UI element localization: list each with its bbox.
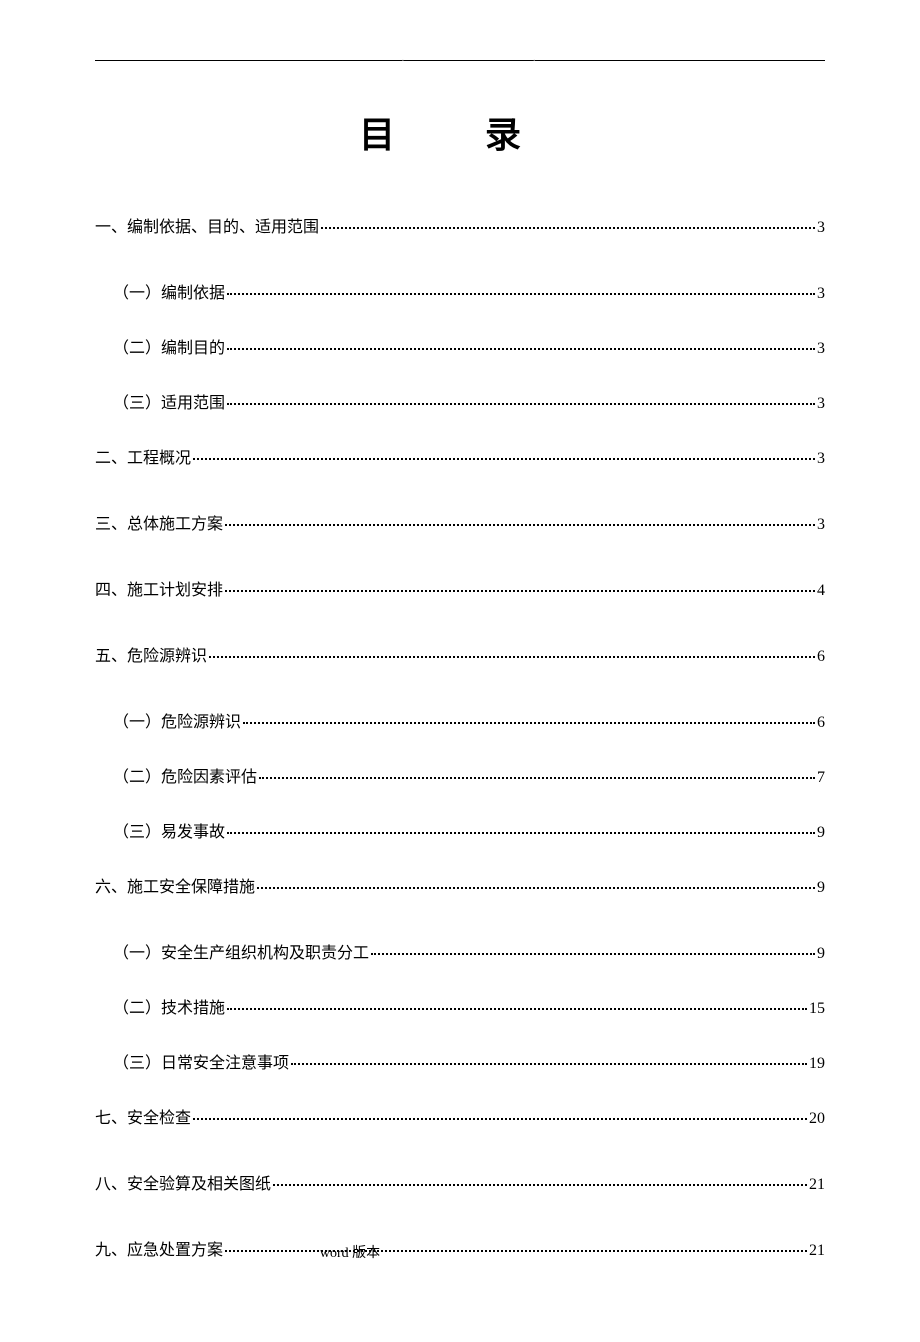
toc-entry: （三）易发事故 9 [95, 818, 825, 842]
toc-leader-dots [193, 458, 815, 460]
toc-label: （二）编制目的 [113, 334, 225, 358]
toc-leader-dots [227, 348, 815, 350]
toc-page-number: 9 [817, 945, 825, 963]
toc-leader-dots [193, 1118, 807, 1120]
toc-label: 六、施工安全保障措施 [95, 873, 255, 897]
toc-leader-dots [321, 227, 815, 229]
page-title: 目 录 [95, 106, 825, 158]
toc-entry: （二）技术措施 15 [95, 994, 825, 1018]
toc-label: （一）编制依据 [113, 279, 225, 303]
toc-label: 二、工程概况 [95, 444, 191, 468]
toc-page-number: 9 [817, 879, 825, 897]
toc-leader-dots [257, 887, 815, 889]
toc-label: （二）危险因素评估 [113, 763, 257, 787]
toc-leader-dots [225, 524, 815, 526]
table-of-contents: 一、编制依据、目的、适用范围3（一）编制依据3（二）编制目的3（三）适用范围3二… [95, 213, 825, 1260]
toc-leader-dots [209, 656, 815, 658]
document-page: 目 录 一、编制依据、目的、适用范围3（一）编制依据3（二）编制目的3（三）适用… [0, 0, 920, 1342]
toc-leader-dots [243, 722, 815, 724]
header-rule [95, 60, 825, 61]
toc-page-number: 3 [817, 516, 825, 534]
toc-label: 五、危险源辨识 [95, 642, 207, 666]
toc-entry: （三）日常安全注意事项 19 [95, 1049, 825, 1073]
toc-leader-dots [259, 777, 815, 779]
toc-leader-dots [273, 1184, 807, 1186]
toc-entry: 五、危险源辨识 6 [95, 642, 825, 666]
toc-page-number: 3 [817, 285, 825, 303]
toc-page-number: 4 [817, 582, 825, 600]
toc-leader-dots [291, 1063, 807, 1065]
toc-page-number: 15 [809, 1000, 825, 1018]
toc-page-number: 7 [817, 769, 825, 787]
toc-page-number: 3 [817, 450, 825, 468]
toc-label: （一）安全生产组织机构及职责分工 [113, 939, 369, 963]
toc-label: 一、编制依据、目的、适用范围 [95, 213, 319, 237]
toc-page-number: 20 [809, 1110, 825, 1128]
toc-leader-dots [227, 1008, 807, 1010]
toc-entry: 三、总体施工方案 3 [95, 510, 825, 534]
toc-entry: （三）适用范围 3 [95, 389, 825, 413]
toc-page-number: 19 [809, 1055, 825, 1073]
footer-text: word 版本 [320, 1246, 600, 1261]
toc-leader-dots [371, 953, 815, 955]
toc-label: 七、安全检查 [95, 1104, 191, 1128]
toc-page-number: 3 [817, 340, 825, 358]
toc-leader-dots [227, 293, 815, 295]
toc-entry: （一）安全生产组织机构及职责分工 9 [95, 939, 825, 963]
toc-page-number: 9 [817, 824, 825, 842]
toc-leader-dots [227, 832, 815, 834]
toc-page-number: 21 [809, 1176, 825, 1194]
toc-entry: （二）编制目的 3 [95, 334, 825, 358]
toc-label: （一）危险源辨识 [113, 708, 241, 732]
toc-entry: 二、工程概况 3 [95, 444, 825, 468]
toc-page-number: 6 [817, 714, 825, 732]
toc-entry: （一）危险源辨识 6 [95, 708, 825, 732]
toc-label: （三）日常安全注意事项 [113, 1049, 289, 1073]
toc-entry: 八、安全验算及相关图纸 21 [95, 1170, 825, 1194]
page-footer: word 版本 [0, 1242, 920, 1262]
toc-label: 四、施工计划安排 [95, 576, 223, 600]
toc-page-number: 3 [817, 219, 825, 237]
toc-entry: 四、施工计划安排 4 [95, 576, 825, 600]
toc-label: 八、安全验算及相关图纸 [95, 1170, 271, 1194]
toc-label: （三）易发事故 [113, 818, 225, 842]
toc-leader-dots [227, 403, 815, 405]
toc-entry: 七、安全检查 20 [95, 1104, 825, 1128]
toc-entry: 六、施工安全保障措施 9 [95, 873, 825, 897]
toc-label: （二）技术措施 [113, 994, 225, 1018]
toc-entry: （一）编制依据 3 [95, 279, 825, 303]
toc-entry: （二）危险因素评估 7 [95, 763, 825, 787]
toc-entry: 一、编制依据、目的、适用范围 3 [95, 213, 825, 237]
toc-page-number: 6 [817, 648, 825, 666]
toc-label: （三）适用范围 [113, 389, 225, 413]
toc-leader-dots [225, 590, 815, 592]
toc-page-number: 3 [817, 395, 825, 413]
toc-label: 三、总体施工方案 [95, 510, 223, 534]
